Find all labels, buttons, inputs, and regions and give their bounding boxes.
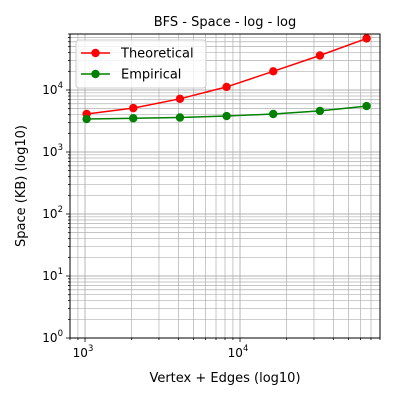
legend-box (75, 39, 207, 89)
y-tick-label: 100 (42, 329, 63, 345)
y-tick-label: 104 (42, 81, 63, 97)
y-tick-label: 102 (42, 205, 63, 221)
y-axis-label: Space (KB) (log10) (14, 125, 29, 247)
x-tick-label: 104 (228, 344, 249, 360)
theoretical-data-point (175, 94, 185, 104)
empirical-data-point (222, 111, 231, 121)
empirical-data-point (82, 114, 91, 124)
empirical-legend-label: Empirical (121, 68, 181, 83)
theoretical-data-point (269, 67, 278, 76)
theoretical-data-point (129, 103, 138, 113)
x-axis-label: Vertex + Edges (log10) (149, 371, 300, 386)
x-tick-label: 103 (73, 344, 94, 360)
series-layer (82, 34, 371, 124)
empirical-data-point (362, 101, 371, 111)
axis-ticks: 103 104 100 101 102 103 104 (42, 33, 381, 360)
empirical-legend-marker (91, 69, 100, 79)
empirical-data-point (315, 106, 325, 116)
legend: Theoretical Empirical (75, 39, 207, 89)
theoretical-data-point (222, 82, 231, 92)
y-tick-label: 101 (42, 267, 63, 283)
theoretical-legend-label: Theoretical (120, 47, 194, 62)
empirical-data-point (175, 113, 185, 122)
chart-title: BFS - Space - log - log (154, 15, 297, 30)
empirical-data-point (129, 114, 138, 123)
theoretical-legend-marker (91, 48, 100, 58)
y-tick-label: 103 (42, 143, 63, 159)
theoretical-data-point (362, 34, 371, 43)
empirical-data-point (269, 109, 278, 119)
theoretical-data-point (315, 51, 325, 60)
